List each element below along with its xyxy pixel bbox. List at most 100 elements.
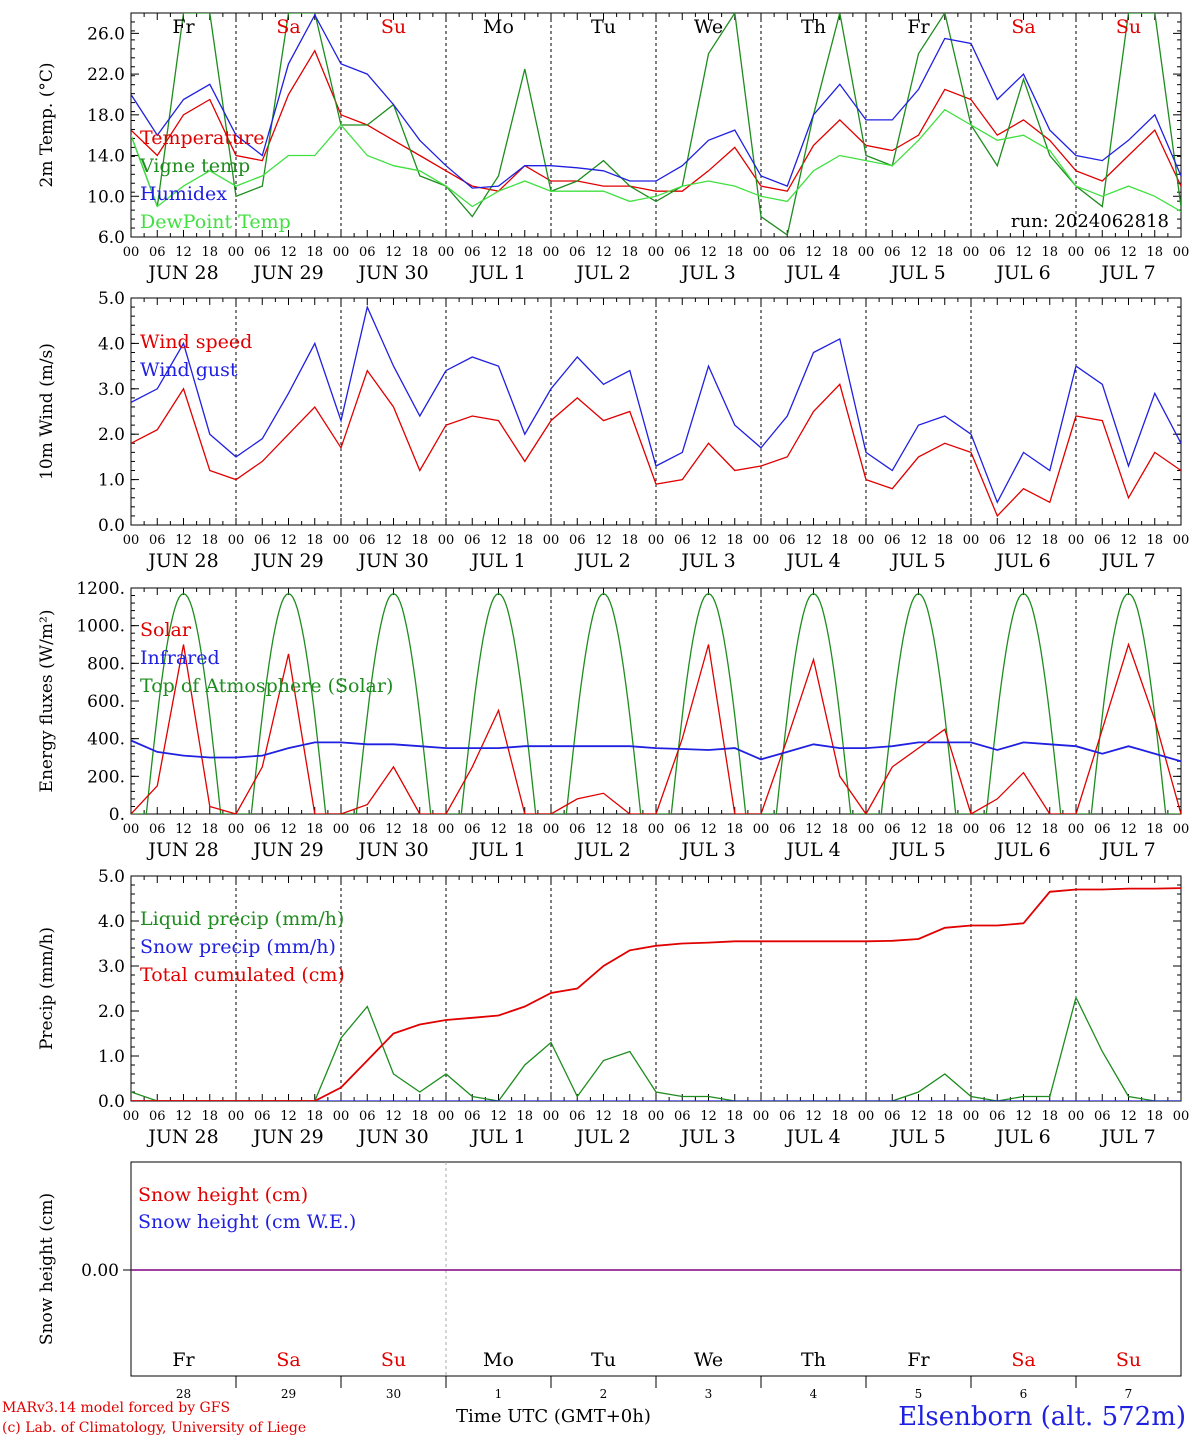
y-axis-label: 10m Wind (m/s) <box>37 343 57 480</box>
hour-tick-label: 06 <box>779 245 796 260</box>
day-number-label: 7 <box>1125 1387 1133 1401</box>
hour-tick-label: 18 <box>306 822 323 837</box>
date-label: JUL 6 <box>994 262 1050 284</box>
legend-entry: Solar <box>140 619 192 641</box>
hour-tick-label: 18 <box>1041 1109 1058 1124</box>
y-tick-label: 18.0 <box>87 106 125 126</box>
hour-tick-label: 12 <box>175 533 192 548</box>
y-tick-label: 6.0 <box>98 228 125 248</box>
y-axis-label: Snow height (cm) <box>37 1193 57 1345</box>
legend-entry: Wind speed <box>140 331 252 353</box>
hour-tick-label: 00 <box>1068 822 1085 837</box>
hour-tick-label: 06 <box>569 822 586 837</box>
date-label: JUL 6 <box>994 1126 1050 1148</box>
hour-tick-label: 00 <box>1068 533 1085 548</box>
y-tick-label: 2.0 <box>98 1002 125 1022</box>
hour-tick-label: 06 <box>359 533 376 548</box>
hour-tick-label: 06 <box>884 1109 901 1124</box>
date-label: JUL 3 <box>679 839 735 861</box>
hour-tick-label: 12 <box>805 245 822 260</box>
date-label: JUN 29 <box>251 262 323 284</box>
y-tick-label: 0.0 <box>98 516 125 536</box>
date-label: JUL 3 <box>679 1126 735 1148</box>
hour-tick-label: 18 <box>1146 533 1163 548</box>
date-label: JUL 1 <box>469 262 525 284</box>
legend-entry: Snow precip (mm/h) <box>140 936 336 958</box>
y-tick-label: 1.0 <box>98 1047 125 1067</box>
series-line <box>131 49 1181 192</box>
hour-tick-label: 00 <box>543 245 560 260</box>
series-line <box>131 13 1181 189</box>
day-name-label: Th <box>801 1349 826 1371</box>
hour-tick-label: 00 <box>1173 245 1190 260</box>
hour-tick-label: 12 <box>910 1109 927 1124</box>
hour-tick-label: 00 <box>438 533 455 548</box>
hour-tick-label: 06 <box>674 245 691 260</box>
hour-tick-label: 18 <box>201 533 218 548</box>
hour-tick-label: 18 <box>306 1109 323 1124</box>
hour-tick-label: 06 <box>254 245 271 260</box>
hour-tick-label: 06 <box>254 533 271 548</box>
day-name-label: Su <box>1116 16 1141 38</box>
hour-tick-label: 06 <box>674 533 691 548</box>
hour-tick-label: 18 <box>936 533 953 548</box>
hour-tick-label: 06 <box>569 1109 586 1124</box>
day-number-label: 29 <box>281 1387 296 1401</box>
hour-tick-label: 12 <box>280 245 297 260</box>
hour-tick-label: 18 <box>306 533 323 548</box>
hour-tick-label: 12 <box>805 1109 822 1124</box>
date-label: JUN 28 <box>146 1126 218 1148</box>
hour-tick-label: 00 <box>228 822 245 837</box>
day-name-label: Mo <box>483 16 514 38</box>
date-label: JUL 4 <box>784 262 840 284</box>
hour-tick-label: 18 <box>201 245 218 260</box>
legend-entry: DewPoint Temp <box>140 211 291 233</box>
hour-tick-label: 18 <box>1041 245 1058 260</box>
y-tick-label: 5.0 <box>98 289 125 309</box>
hour-tick-label: 00 <box>648 245 665 260</box>
hour-tick-label: 18 <box>726 245 743 260</box>
hour-tick-label: 18 <box>726 822 743 837</box>
hour-tick-label: 00 <box>123 533 140 548</box>
hour-tick-label: 18 <box>516 245 533 260</box>
y-tick-label: 400. <box>87 730 125 750</box>
hour-tick-label: 18 <box>936 1109 953 1124</box>
day-name-label: Sa <box>1011 16 1035 38</box>
hour-tick-label: 18 <box>516 1109 533 1124</box>
hour-tick-label: 00 <box>648 533 665 548</box>
y-tick-label: 200. <box>87 767 125 787</box>
hour-tick-label: 06 <box>464 533 481 548</box>
y-axis-label: 2m Temp. (°C) <box>37 62 57 187</box>
y-tick-label: 0.0 <box>98 1092 125 1112</box>
hour-tick-label: 00 <box>1068 1109 1085 1124</box>
hour-tick-label: 00 <box>438 245 455 260</box>
hour-tick-label: 06 <box>674 822 691 837</box>
hour-tick-label: 12 <box>280 533 297 548</box>
hour-tick-label: 06 <box>464 822 481 837</box>
hour-tick-label: 12 <box>385 822 402 837</box>
y-tick-label: 10.0 <box>87 187 125 207</box>
series-line <box>131 108 1181 213</box>
hour-tick-label: 00 <box>648 1109 665 1124</box>
date-label: JUL 2 <box>574 262 630 284</box>
hour-tick-label: 12 <box>1120 822 1137 837</box>
date-label: JUL 6 <box>994 839 1050 861</box>
hour-tick-label: 06 <box>989 1109 1006 1124</box>
series-line <box>131 369 1181 518</box>
hour-tick-label: 06 <box>569 533 586 548</box>
hour-tick-label: 12 <box>385 533 402 548</box>
date-label: JUL 3 <box>679 262 735 284</box>
hour-tick-label: 18 <box>411 1109 428 1124</box>
day-name-label: Sa <box>276 16 300 38</box>
hour-tick-label: 18 <box>1146 245 1163 260</box>
credit-line-2: (c) Lab. of Climatology, University of L… <box>2 1420 307 1436</box>
series-line <box>131 887 1181 1101</box>
hour-tick-label: 12 <box>910 245 927 260</box>
hour-tick-label: 06 <box>989 533 1006 548</box>
hour-tick-label: 12 <box>910 533 927 548</box>
y-tick-label: 1000. <box>76 617 125 637</box>
station-label: Elsenborn (alt. 572m) <box>898 1402 1186 1432</box>
date-label: JUN 29 <box>251 839 323 861</box>
hour-tick-label: 00 <box>228 245 245 260</box>
